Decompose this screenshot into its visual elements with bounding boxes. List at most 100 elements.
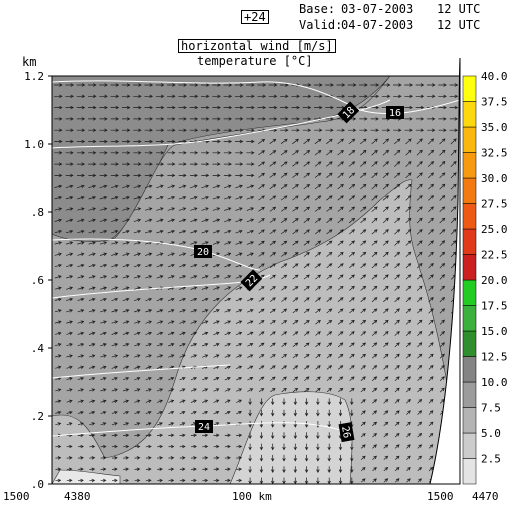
wind-arrow [360,229,367,235]
wind-arrow [212,207,221,211]
wind-arrow [236,433,243,437]
wind-arrow [416,285,423,291]
wind-arrow [439,183,446,190]
wind-arrow [235,343,243,347]
wind-arrow [428,376,434,382]
wind-arrow [371,285,378,291]
wind-arrow [189,94,199,99]
wind-arrow [212,173,221,178]
wind-arrow [394,263,401,269]
wind-arrow [88,139,97,144]
wind-arrow [405,274,412,280]
wind-arrow [293,432,298,440]
wind-arrow [270,398,275,406]
wind-arrow [145,275,153,279]
wind-arrow [77,241,85,245]
wind-arrow [168,388,175,392]
wind-arrow [338,387,344,393]
wind-arrow [270,342,276,347]
wind-arrow [349,297,355,302]
wind-arrow [223,105,233,110]
wind-arrow [179,309,186,313]
wind-arrow [280,105,289,110]
wind-arrow [281,320,288,325]
wind-arrow [234,83,244,87]
wind-arrow [247,331,254,336]
wind-arrow [382,217,389,224]
wind-arrow [66,410,73,415]
wind-arrow [54,151,63,155]
wind-arrow [326,353,333,359]
wind-arrow [134,354,141,358]
wind-arrow [258,240,265,246]
wind-arrow [54,229,63,234]
colorbar-cell [462,279,477,306]
wind-arrow [337,365,344,370]
wind-arrow [246,94,255,99]
wind-arrow [282,443,286,451]
wind-arrow [415,94,425,99]
wind-arrow [156,320,164,324]
wind-arrow [292,342,299,347]
wind-arrow [224,229,232,234]
wind-arrow [213,275,220,279]
wind-arrow [66,399,73,403]
wind-arrow [212,241,221,245]
wind-arrow [371,319,378,325]
wind-arrow [439,387,445,393]
wind-arrow [110,94,120,99]
chart-subtitle: temperature [°C] [197,54,313,68]
wind-arrow [156,331,164,336]
wind-arrow [360,172,367,178]
wind-arrow [257,83,267,87]
wind-arrow [236,478,243,483]
wind-arrow [123,410,130,415]
wind-arrow [133,207,142,211]
wind-arrow [248,432,252,440]
wind-arrow [394,206,401,212]
wind-arrow [416,251,423,258]
wind-arrow [123,456,130,460]
wind-arrow [145,309,153,313]
wind-arrow [405,308,412,314]
wind-arrow [394,478,400,483]
wind-arrow [268,117,278,121]
wind-arrow [111,365,118,370]
wind-arrow [179,263,187,268]
wind-arrow [189,162,199,166]
wind-arrow [247,365,254,370]
wind-arrow [270,387,276,393]
base-hour: 12 UTC [437,2,481,16]
wind-arrow [337,274,344,280]
isotherm-label-20: 20 [194,245,212,258]
wind-arrow [292,274,299,280]
wind-arrow [111,433,118,437]
wind-arrow [179,467,186,471]
wind-arrow [405,206,412,212]
colorbar-cell [462,381,477,408]
wind-arrow [259,466,264,473]
wind-arrow [302,105,312,110]
wind-arrow [133,196,142,200]
wind-arrow [372,421,378,427]
wind-arrow [360,319,367,325]
wind-arrow [55,444,62,449]
wind-arrow [303,206,310,212]
wind-arrow [337,172,344,178]
wind-arrow [303,263,310,269]
wind-arrow [360,217,367,224]
colorbar-label: 17.5 [481,300,508,313]
wind-arrow [110,151,119,155]
wind-arrow [100,331,107,336]
wind-arrow [111,275,119,279]
wind-arrow [337,342,344,348]
wind-arrow [450,172,457,179]
wind-arrow [428,455,434,460]
wind-arrow [350,409,354,417]
wind-arrow [405,183,412,190]
wind-arrow [349,308,355,314]
wind-arrow [416,206,423,212]
wind-arrow [54,241,63,245]
wind-arrow [234,105,244,110]
